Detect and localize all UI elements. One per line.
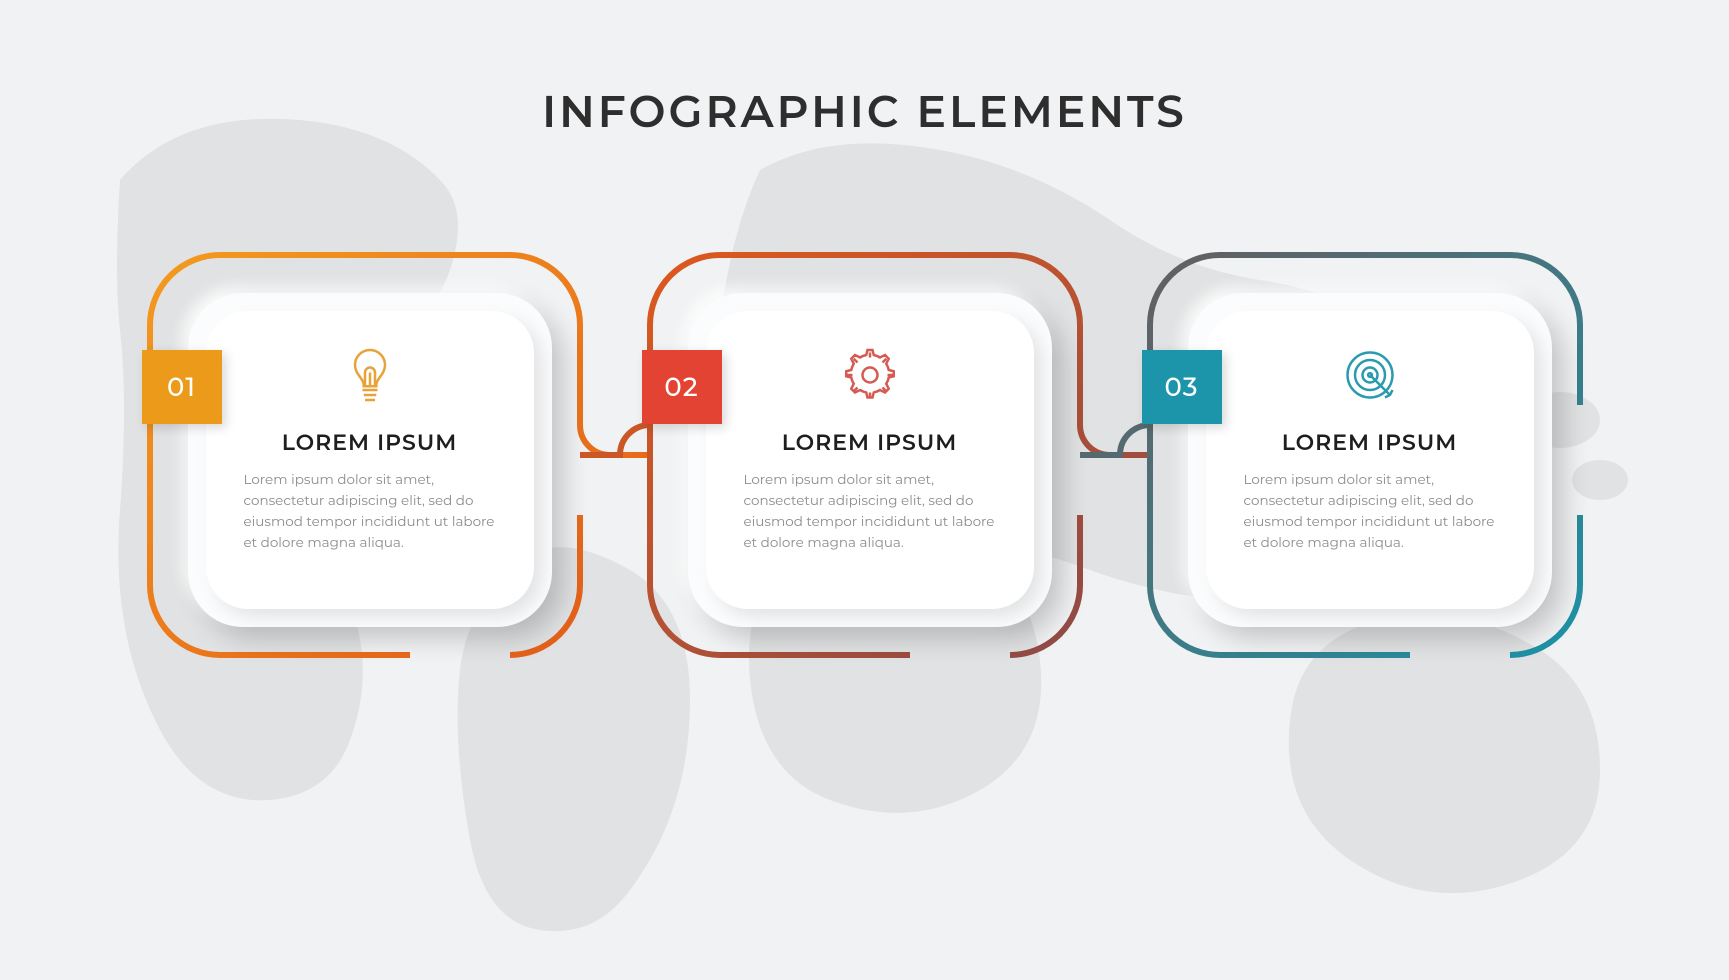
step-body: Lorem ipsum dolor sit amet, consectetur … [744,470,996,554]
step-3: LOREM IPSUM Lorem ipsum dolor sit amet, … [1150,255,1580,655]
step-2: LOREM IPSUM Lorem ipsum dolor sit amet, … [650,255,1080,655]
step-body: Lorem ipsum dolor sit amet, consectetur … [244,470,496,554]
step-title: LOREM IPSUM [1282,429,1458,456]
step-card-inner: LOREM IPSUM Lorem ipsum dolor sit amet, … [206,311,534,609]
lightbulb-icon [340,345,400,405]
step-card-inner: LOREM IPSUM Lorem ipsum dolor sit amet, … [706,311,1034,609]
target-icon [1340,345,1400,405]
step-number: 02 [664,371,698,403]
step-card-inner: LOREM IPSUM Lorem ipsum dolor sit amet, … [1206,311,1534,609]
step-title: LOREM IPSUM [782,429,958,456]
step-number-badge: 01 [142,350,222,424]
page-title: INFOGRAPHIC ELEMENTS [0,85,1729,139]
step-card: LOREM IPSUM Lorem ipsum dolor sit amet, … [1188,293,1552,627]
step-title: LOREM IPSUM [282,429,458,456]
steps-row: LOREM IPSUM Lorem ipsum dolor sit amet, … [150,255,1580,655]
step-card: LOREM IPSUM Lorem ipsum dolor sit amet, … [688,293,1052,627]
step-body: Lorem ipsum dolor sit amet, consectetur … [1244,470,1496,554]
gear-icon [840,345,900,405]
step-number-badge: 02 [642,350,722,424]
step-number: 01 [167,371,196,403]
step-card: LOREM IPSUM Lorem ipsum dolor sit amet, … [188,293,552,627]
step-number: 03 [1165,371,1199,403]
step-number-badge: 03 [1142,350,1222,424]
step-1: LOREM IPSUM Lorem ipsum dolor sit amet, … [150,255,580,655]
